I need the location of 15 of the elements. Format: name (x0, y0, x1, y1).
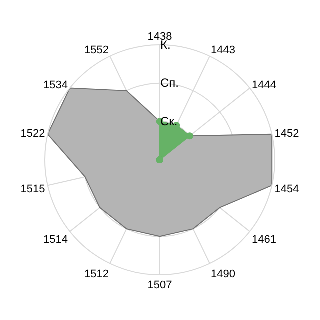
spoke-label: 1552 (84, 44, 109, 57)
y-tick-label: Сп. (160, 76, 179, 90)
spoke-label: 1522 (20, 128, 46, 140)
spoke-label: 1444 (252, 79, 277, 92)
spoke-label: 1454 (274, 183, 300, 196)
spoke-label: 1452 (274, 128, 300, 140)
spoke-label: 1512 (84, 268, 109, 281)
spoke-label: 1461 (252, 234, 277, 246)
spoke-label: 1443 (211, 44, 236, 57)
spoke-label: 1507 (148, 280, 172, 292)
spoke-label: 1490 (211, 268, 236, 281)
y-tick-label: Ск. (160, 114, 178, 129)
spoke-label: 1534 (43, 79, 68, 92)
spoke-label: 1515 (20, 183, 46, 196)
spoke-label: 1514 (43, 234, 68, 246)
